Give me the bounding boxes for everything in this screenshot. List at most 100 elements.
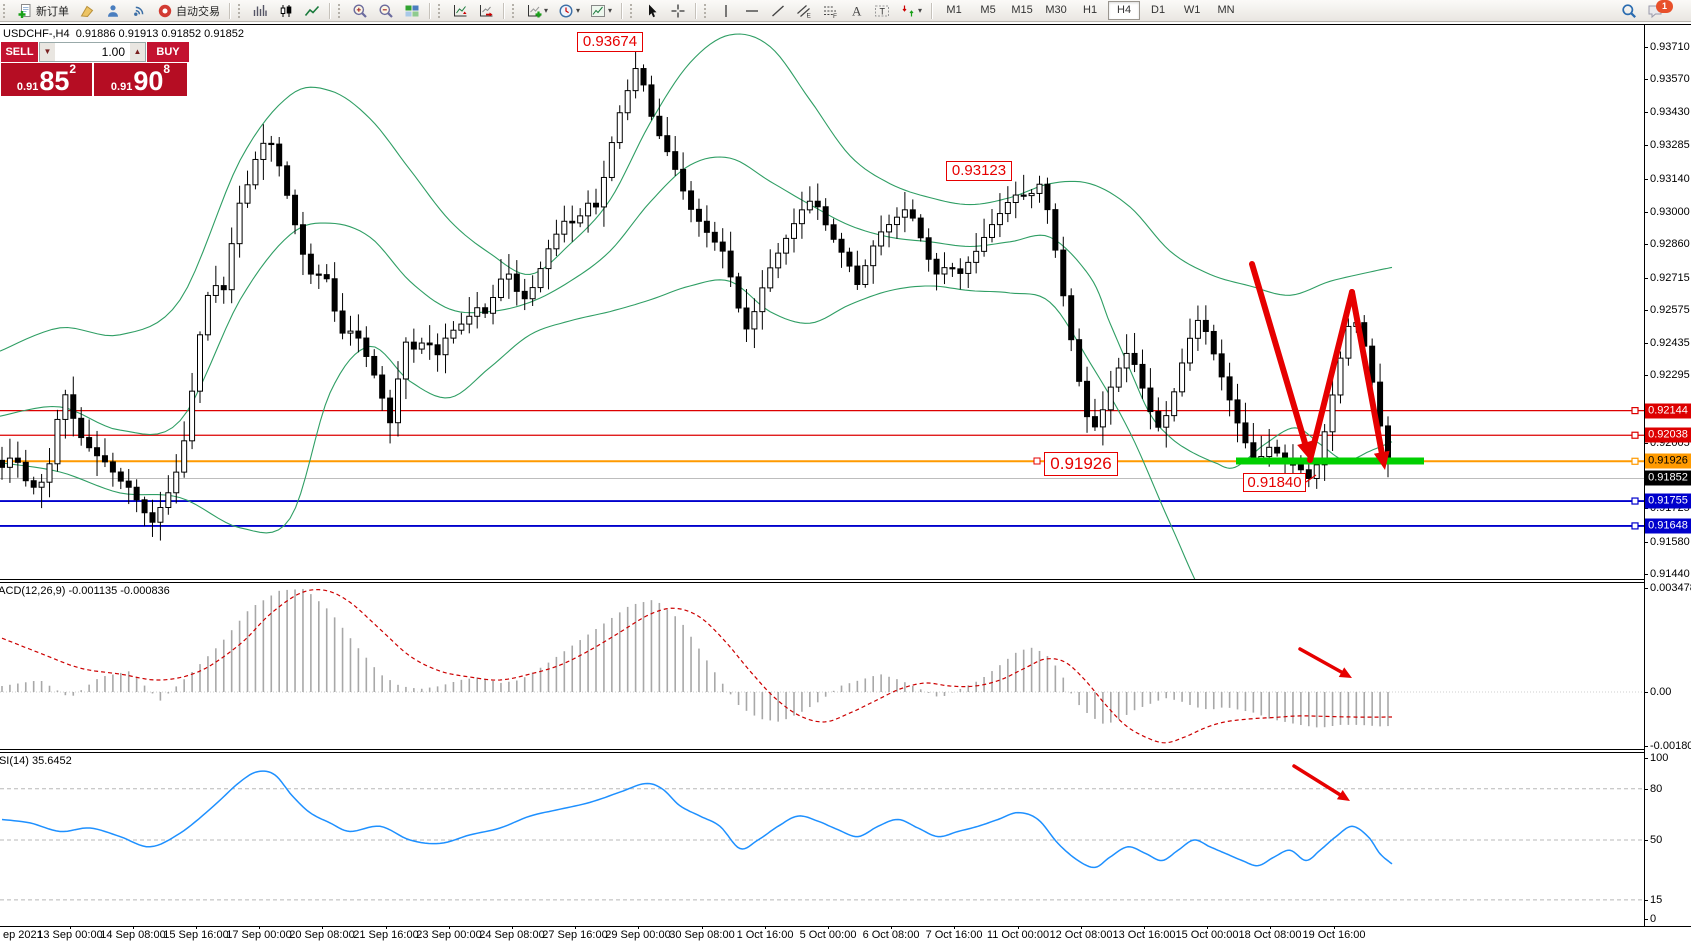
buy-price[interactable]: 0.91 90 8 [94,63,187,96]
zoom-in-button[interactable] [348,1,372,21]
time-tick [512,926,513,929]
crosshair-button[interactable] [666,1,690,21]
time-label: 17 Sep 00:00 [226,929,292,941]
fibo-icon: F [824,6,837,19]
axis-tick [1644,840,1648,841]
timeframe-button-h4[interactable]: H4 [1108,1,1141,20]
time-tick [196,926,197,929]
toolbar-grip [512,3,518,18]
rsi-pane-canvas[interactable] [0,753,1644,926]
volume-input[interactable]: 1.00 [101,45,125,59]
axis-tick [1644,375,1648,377]
time-label: 12 Oct 08:00 [1049,929,1113,941]
timeframe-button-h1[interactable]: H1 [1083,4,1098,16]
timeframe-button-m15[interactable]: M15 [1011,4,1033,16]
price-tag-092038: 0.92038 [1645,427,1691,443]
rsi-indicator-label: RSI(14) 35.6452 [0,755,72,767]
toolbar-separator [931,2,934,19]
timeframe-button-w1[interactable]: W1 [1183,4,1201,16]
volume-increase-button[interactable]: ▲ [130,43,145,61]
line-chart-button[interactable] [300,1,324,21]
buy-price-big: 90 [133,66,164,96]
axis-label: 0.93430 [1650,105,1690,118]
hline-button[interactable] [740,1,764,21]
toolbar-separator [503,2,505,19]
timeframe-button-m1[interactable]: M1 [946,4,962,16]
tile-windows-button[interactable] [400,1,424,21]
axis-label: 0.92435 [1650,336,1690,349]
vline-button[interactable] [714,1,738,21]
macd-indicator-label: MACD(12,26,9) -0.001135 -0.000836 [0,585,170,597]
chisel-button[interactable] [75,1,99,21]
time-label: 7 Oct 16:00 [925,929,983,941]
time-label: 20 Sep 08:00 [289,929,355,941]
time-tick [1081,926,1082,929]
time-label: 13 Oct 16:00 [1112,929,1176,941]
time-label: 21 Sep 16:00 [353,929,419,941]
sell-price[interactable]: 0.91 85 2 [1,63,94,96]
templates-button[interactable]: ▾ [586,1,616,21]
text-button[interactable]: A [844,1,868,21]
zoom-out-button[interactable] [374,1,398,21]
axis-label: 0.003478 [1650,582,1691,594]
toolbar-grip [338,3,344,18]
fibonacci-button[interactable]: F [818,1,842,21]
timeframe-button-d1[interactable]: D1 [1151,4,1166,16]
sell-button[interactable]: SELL [1,42,38,62]
axis-label: 0.92715 [1650,271,1690,284]
macd-pane-canvas[interactable] [0,583,1644,749]
periods-button[interactable]: ▾ [554,1,584,21]
toolbar-right-icons: 1 [1616,0,1691,21]
new-order-button[interactable]: 新订单 [13,1,73,21]
time-tick [449,926,450,929]
rsi-divider-top [0,749,1644,750]
timeframe-button-mn[interactable]: MN [1217,4,1235,16]
axis-tick [1644,111,1648,113]
chevron-down-icon: ▾ [576,6,581,15]
toolbar-separator [695,2,698,19]
arrows-button[interactable]: ▾ [896,1,926,21]
price-axis-line [1644,24,1645,927]
arrows-icon [902,5,914,16]
volume-decrease-button[interactable]: ▼ [40,43,55,61]
axis-tick [1644,758,1648,759]
search-button[interactable] [1617,1,1641,21]
notifications-button[interactable]: 1 [1643,0,1684,21]
autotrade-icon [158,4,172,17]
time-tick [1018,926,1019,929]
timeframe-button-m30[interactable]: M30 [1045,4,1067,16]
main-chart-canvas[interactable] [0,25,1644,579]
axis-tick [1644,277,1648,279]
bar-chart-button[interactable] [248,1,272,21]
buy-button[interactable]: BUY [147,42,189,62]
channel-button[interactable]: E [792,1,816,21]
terminal-button[interactable] [101,1,125,21]
symbol-ohlc-info: USDCHF-,H4 0.91886 0.91913 0.91852 0.918… [3,28,244,40]
timeframe-button-m5[interactable]: M5 [980,4,996,16]
axis-label: 0.93570 [1650,73,1690,86]
label-button[interactable]: T [870,1,894,21]
auto-scroll-button[interactable] [474,1,498,21]
axis-tick [1644,788,1648,790]
signal-button[interactable] [127,1,151,21]
candle-chart-button[interactable] [274,1,298,21]
autotrade-button[interactable]: 自动交易 [153,1,224,21]
axis-tick [1644,541,1648,543]
textA-icon: A [852,3,862,18]
svg-text:F: F [833,13,837,19]
cursor-button[interactable] [640,1,664,21]
macd-divider-top [0,579,1644,580]
trendline-button[interactable] [766,1,790,21]
toolbar-grip [438,3,444,18]
time-tick [1334,926,1335,929]
indicators-button[interactable]: ▾ [522,1,552,21]
main-toolbar: 新订单 自动交易 ▾ ▾ ▾ E F A T ▾ M1 M5 M15 M30 H1 H4 D1 W1 MN 1 [0,0,1691,22]
zoom-out-icon [379,4,393,18]
time-label: 24 Sep 08:00 [479,929,545,941]
chart-shift-button[interactable] [448,1,472,21]
time-tick [702,926,703,929]
sell-price-small: 0.91 [16,81,39,93]
signal-icon [134,6,144,16]
time-label: 23 Sep 00:00 [416,929,482,941]
